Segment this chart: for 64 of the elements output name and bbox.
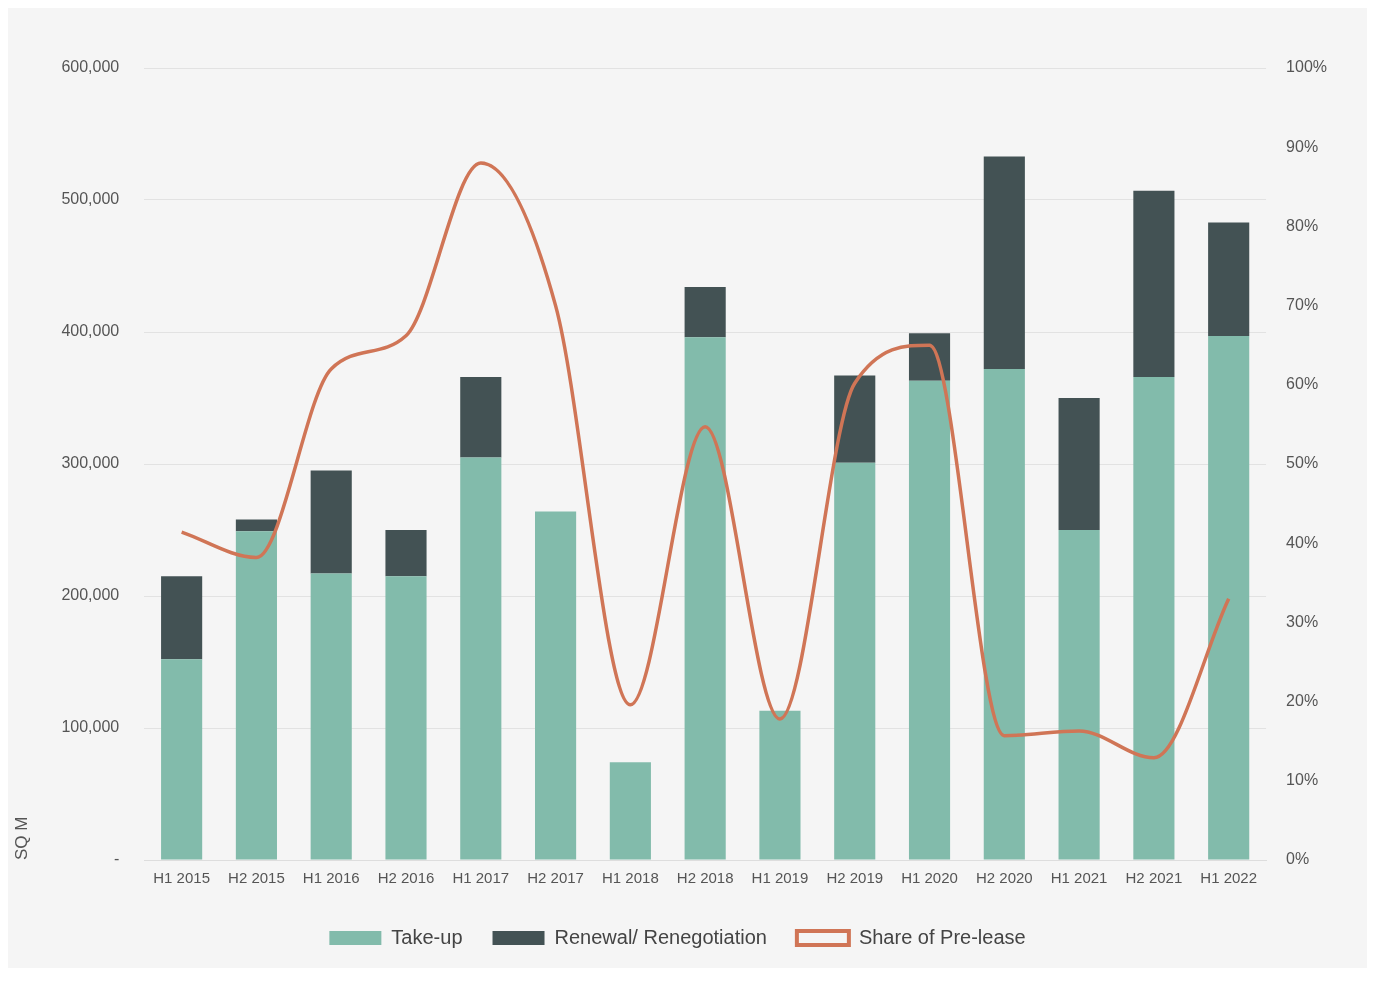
bar: [310, 470, 352, 574]
y-tick-label: 200,000: [61, 586, 120, 604]
bar: [161, 659, 203, 860]
y-tick-label: -: [113, 850, 120, 868]
y2-tick-label: 70%: [1286, 296, 1319, 314]
bar: [834, 375, 876, 463]
y2-tick-label: 20%: [1286, 692, 1319, 710]
line-series: [179, 161, 1231, 760]
bar: [460, 376, 502, 458]
bar: [235, 531, 277, 860]
legend-label: Share of Pre-lease: [858, 925, 1026, 948]
bar: [1058, 530, 1100, 860]
y-tick-label: 600,000: [61, 58, 120, 76]
y2-tick-label: 80%: [1286, 216, 1319, 234]
x-tick-label: H2 2016: [377, 869, 435, 887]
bar: [460, 457, 502, 860]
x-tick-label: H1 2015: [153, 869, 210, 887]
y2-tick-label: 30%: [1286, 612, 1319, 630]
bar: [834, 462, 876, 860]
y2-tick-label: 90%: [1286, 137, 1319, 155]
legend-label: Renewal/ Renegotiation: [554, 925, 767, 948]
y2-tick-label: 60%: [1286, 375, 1319, 393]
y2-tick-label: 0%: [1286, 850, 1310, 868]
x-tick-label: H1 2017: [452, 869, 510, 887]
y2-tick-label: 10%: [1286, 771, 1319, 789]
y2-tick-label: 100%: [1286, 58, 1327, 76]
y-tick-label: 300,000: [61, 454, 120, 472]
bar: [983, 368, 1025, 860]
bar: [535, 511, 577, 860]
bar: [385, 530, 427, 577]
x-tick-label: H2 2018: [676, 869, 734, 887]
x-tick-label: H1 2016: [302, 869, 360, 887]
x-tick-label: H2 2020: [975, 869, 1033, 887]
x-tick-label: H2 2019: [826, 869, 884, 887]
bar: [1208, 222, 1250, 336]
x-tick-label: H1 2021: [1050, 869, 1108, 887]
x-tick-label: H2 2015: [228, 869, 285, 887]
bar: [609, 762, 651, 860]
bar: [385, 576, 427, 860]
y2-tick-label: 40%: [1286, 533, 1319, 551]
bar: [908, 380, 951, 860]
bar: [983, 156, 1025, 369]
x-tick-label: H1 2020: [901, 869, 958, 887]
bar: [1208, 335, 1250, 860]
bar: [161, 576, 203, 660]
bar: [1058, 398, 1100, 530]
bar: [684, 337, 726, 860]
bar: [1133, 190, 1175, 377]
bar: [235, 519, 277, 532]
bar: [759, 710, 801, 860]
bar: [310, 573, 352, 860]
x-tick-label: H1 2019: [751, 869, 809, 887]
bar: [1133, 376, 1175, 860]
y2-tick-label: 50%: [1286, 454, 1319, 472]
x-tick-label: H2 2017: [527, 869, 584, 887]
y-tick-label: 500,000: [61, 190, 120, 208]
x-tick-label: H1 2018: [602, 869, 659, 887]
x-tick-label: H1 2022: [1200, 869, 1258, 887]
y-axis-title: SQ M: [11, 816, 31, 860]
x-tick-label: H2 2021: [1125, 869, 1183, 887]
y-tick-label: 100,000: [61, 718, 120, 736]
bar: [684, 287, 726, 338]
y-tick-label: 400,000: [61, 322, 120, 340]
legend-label: Take-up: [391, 925, 463, 948]
